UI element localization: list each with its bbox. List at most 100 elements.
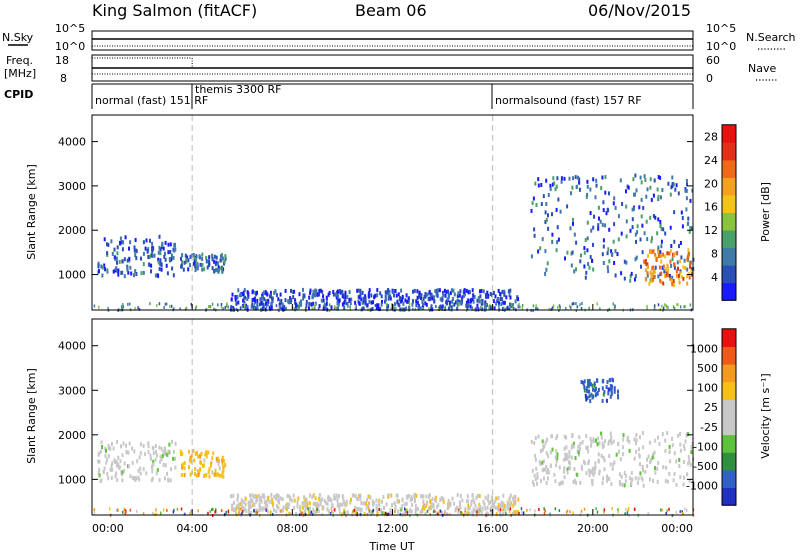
scatter-cell: [592, 225, 595, 230]
scatter-cell: [194, 467, 197, 472]
scatter-cell: [646, 187, 649, 192]
scatter-cell: [172, 449, 175, 454]
scatter-cell: [624, 474, 627, 478]
scatter-cell: [507, 506, 510, 511]
scatter-cell: [298, 301, 301, 306]
scatter-cell: [619, 457, 622, 462]
scatter-cell: [498, 301, 500, 306]
scatter-cell: [533, 441, 536, 445]
scatter-cell: [325, 297, 328, 302]
scatter-cell: [473, 500, 476, 505]
near-range-cell: [508, 510, 511, 513]
scatter-cell: [585, 445, 588, 450]
scatter-cell: [646, 457, 648, 462]
scatter-cell: [517, 510, 520, 514]
scatter-cell: [577, 175, 579, 180]
scatter-cell: [301, 501, 304, 506]
scatter-cell: [309, 511, 312, 516]
scatter-cell: [439, 498, 442, 503]
scatter-cell: [608, 378, 611, 383]
scatter-cell: [617, 214, 620, 219]
scatter-cell: [117, 268, 120, 273]
scatter-cell: [150, 263, 153, 268]
scatter-cell: [143, 452, 146, 457]
scatter-cell: [354, 300, 357, 305]
near-range-cell: [310, 510, 312, 514]
scatter-cell: [142, 467, 145, 472]
near-range-cell: [332, 511, 335, 515]
scatter-cell: [617, 237, 620, 242]
scatter-cell: [545, 451, 548, 456]
near-range-cell: [149, 302, 151, 306]
scatter-cell: [341, 502, 344, 507]
scatter-cell: [263, 297, 266, 302]
near-range-cell: [250, 304, 253, 308]
scatter-cell: [586, 445, 589, 450]
scatter-cell: [632, 177, 635, 182]
scatter-cell: [505, 295, 508, 300]
scatter-cell: [634, 274, 637, 279]
scatter-cell: [314, 293, 317, 298]
scatter-cell: [151, 469, 154, 474]
scatter-cell: [653, 178, 656, 183]
scatter-cell: [663, 269, 666, 274]
scatter-cell: [398, 499, 401, 504]
scatter-cell: [601, 441, 604, 446]
scatter-cell: [170, 253, 173, 258]
scatter-cell: [476, 303, 479, 308]
scatter-cell: [388, 511, 391, 516]
scatter-cell: [588, 389, 591, 394]
near-range-cell: [626, 511, 629, 515]
scatter-cell: [459, 494, 462, 498]
scatter-cell: [683, 475, 686, 480]
near-range-cell: [385, 302, 388, 306]
scatter-cell: [477, 307, 480, 312]
scatter-cell: [680, 275, 683, 279]
scatter-cell: [677, 276, 680, 281]
scatter-cell: [579, 259, 582, 264]
scatter-cell: [546, 437, 549, 442]
scatter-cell: [586, 248, 589, 253]
scatter-cell: [554, 455, 557, 460]
scatter-cell: [534, 457, 537, 462]
scatter-cell: [688, 229, 691, 234]
near-range-cell: [359, 508, 361, 512]
scatter-cell: [238, 507, 241, 511]
scatter-cell: [534, 181, 537, 186]
scatter-cell: [446, 297, 449, 302]
scatter-cell: [467, 299, 470, 304]
scatter-cell: [558, 482, 561, 487]
scatter-cell: [585, 386, 588, 391]
scatter-cell: [654, 215, 657, 220]
near-range-cell: [165, 302, 168, 306]
scatter-cell: [508, 496, 511, 501]
scatter-cell: [601, 445, 604, 450]
scatter-cell: [282, 505, 285, 510]
scatter-cell: [450, 305, 453, 310]
scatter-cell: [665, 272, 668, 277]
scatter-cell: [579, 480, 582, 485]
scatter-cell: [173, 243, 176, 248]
scatter-cell: [437, 288, 439, 293]
near-range-cell: [498, 304, 500, 308]
scatter-cell: [409, 498, 412, 503]
scatter-cell: [530, 254, 533, 259]
scatter-cell: [146, 249, 149, 254]
scatter-cell: [664, 274, 666, 279]
near-range-cell: [627, 507, 630, 510]
scatter-cell: [148, 262, 151, 267]
near-range-cell: [675, 510, 678, 514]
scatter-cell: [641, 250, 644, 255]
scatter-cell: [538, 459, 541, 464]
scatter-cell: [330, 498, 333, 503]
scatter-cell: [137, 475, 140, 480]
scatter-cell: [214, 468, 217, 473]
scatter-cell: [238, 502, 241, 507]
colorbar-swatch: [722, 452, 736, 471]
scatter-cell: [162, 449, 165, 454]
scatter-cell: [465, 288, 468, 293]
scatter-cell: [653, 450, 656, 455]
scatter-cell: [354, 505, 357, 510]
near-range-cell: [434, 509, 436, 513]
scatter-cell: [424, 301, 427, 306]
